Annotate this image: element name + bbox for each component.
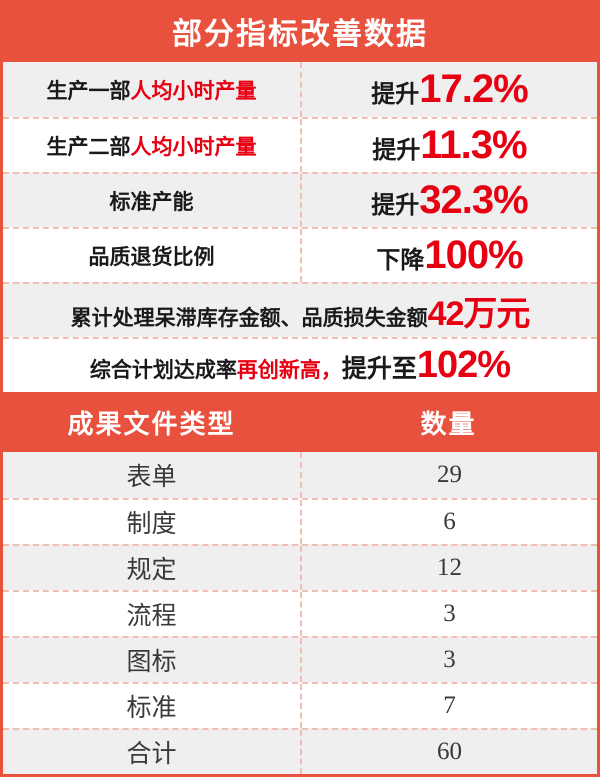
table-row-standards: 标准 7: [3, 682, 597, 728]
summary-row-inventory: 累计处理呆滞库存金额、品质损失金额42万元: [3, 282, 597, 337]
table-row-regulations: 规定 12: [3, 544, 597, 590]
summary-plan-lead: 综合计划达成率: [89, 359, 237, 382]
title-banner: 部分指标改善数据: [0, 0, 600, 62]
row-type: 规定: [126, 557, 177, 584]
metrics-table: 生产一部人均小时产量 提升17.2% 生产二部人均小时产量 提升11.3% 标准…: [0, 62, 600, 392]
row-count: 3: [300, 592, 597, 636]
page-title: 部分指标改善数据: [172, 18, 428, 51]
metric-value-cell: 提升11.3%: [300, 119, 597, 172]
header-cell-count: 数量: [420, 409, 477, 439]
header-cell-type: 成果文件类型: [67, 409, 236, 439]
table-row-processes: 流程 3: [3, 590, 597, 636]
row-type: 合计: [126, 741, 177, 768]
metric-row-standard-capacity: 标准产能 提升32.3%: [3, 172, 597, 227]
metric-label-highlight: 人均小时产量: [130, 79, 257, 103]
metric-label: 标准产能: [3, 174, 300, 227]
metric-verb: 提升: [372, 137, 421, 164]
row-count: 6: [300, 500, 597, 544]
row-count: 3: [300, 638, 597, 682]
metric-label: 品质退货比例: [3, 229, 300, 282]
metric-row-hourly-output-dept2: 生产二部人均小时产量 提升11.3%: [3, 117, 597, 172]
metric-label-plain: 品质退货比例: [88, 245, 215, 269]
results-table-header: 成果文件类型 数量: [3, 392, 597, 452]
row-type: 图标: [126, 649, 177, 676]
row-count: 60: [300, 730, 597, 774]
metric-value-cell: 下降100%: [300, 229, 597, 282]
table-row-total: 合计 60: [3, 728, 597, 774]
row-type: 表单: [126, 464, 177, 491]
metric-value-cell: 提升32.3%: [300, 174, 597, 227]
results-table: 成果文件类型 数量 表单 29 制度 6 规定 12 流程 3 图标 3 标准 …: [0, 392, 600, 777]
summary-inventory-text: 累计处理呆滞库存金额、品质损失金额: [70, 307, 428, 330]
table-row-icons: 图标 3: [3, 636, 597, 682]
metric-label: 生产二部人均小时产量: [3, 119, 300, 172]
row-count: 7: [300, 684, 597, 728]
summary-row-plan: 综合计划达成率再创新高，提升至102%: [3, 337, 597, 392]
metric-verb: 下降: [376, 247, 425, 274]
summary-plan-value: 102%: [416, 344, 511, 386]
row-type: 制度: [126, 511, 177, 538]
metric-row-quality-returns: 品质退货比例 下降100%: [3, 227, 597, 282]
metric-value: 11.3%: [420, 123, 527, 167]
metric-verb: 提升: [371, 192, 420, 219]
metric-verb: 提升: [371, 81, 420, 108]
summary-plan-highlight: 再创新高，: [236, 359, 342, 382]
metric-value: 17.2%: [419, 67, 528, 111]
metric-label: 生产一部人均小时产量: [3, 62, 300, 117]
table-row-systems: 制度 6: [3, 498, 597, 544]
table-row-forms: 表单 29: [3, 452, 597, 498]
row-count: 29: [300, 452, 597, 498]
metric-label-plain: 标准产能: [109, 190, 194, 214]
metric-label-plain: 生产一部: [46, 79, 131, 103]
row-count: 12: [300, 546, 597, 590]
metric-value-cell: 提升17.2%: [300, 62, 597, 117]
row-type: 流程: [126, 603, 177, 630]
summary-inventory-value: 42万元: [427, 295, 531, 333]
metric-label-highlight: 人均小时产量: [130, 135, 257, 159]
metric-value: 100%: [424, 233, 523, 277]
metric-label-plain: 生产二部: [46, 135, 131, 159]
row-type: 标准: [126, 695, 177, 722]
metric-row-hourly-output-dept1: 生产一部人均小时产量 提升17.2%: [3, 62, 597, 117]
summary-plan-mid: 提升至: [341, 355, 417, 383]
metric-value: 32.3%: [419, 178, 528, 222]
